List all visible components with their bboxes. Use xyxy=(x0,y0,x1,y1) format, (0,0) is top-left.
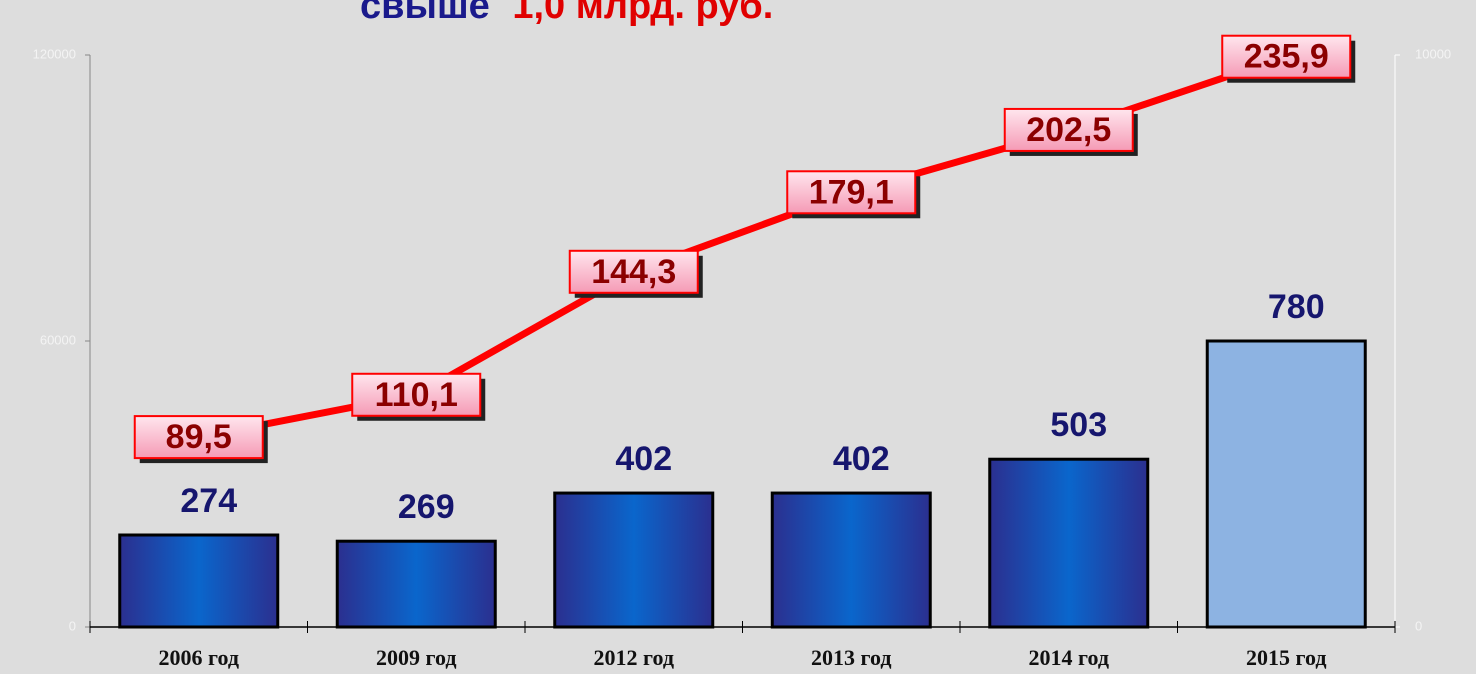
bar xyxy=(988,457,1150,629)
line-label: 89,5 xyxy=(166,418,232,456)
bar-label: 274 xyxy=(180,482,237,520)
label-box xyxy=(351,372,482,417)
line-label: 235,9 xyxy=(1244,38,1329,76)
chart-title: свыше 1,0 млрд. руб. xyxy=(360,0,773,27)
line-label: 144,3 xyxy=(591,253,676,291)
line-label: 110,1 xyxy=(375,376,458,414)
bar xyxy=(770,491,932,629)
bar xyxy=(335,539,497,629)
x-tick-label: 2014 год xyxy=(1029,645,1109,670)
x-tick-label: 2009 год xyxy=(376,645,456,670)
y-tick-label: 0 xyxy=(69,618,76,633)
bar xyxy=(553,491,715,629)
line-label: 179,1 xyxy=(809,173,894,211)
label-box xyxy=(786,170,917,215)
title-highlight: 1,0 млрд. руб. xyxy=(512,0,773,27)
label-box xyxy=(1003,107,1134,152)
line-label: 202,5 xyxy=(1026,111,1111,149)
bar-label: 402 xyxy=(615,440,672,478)
label-box xyxy=(133,415,264,460)
y-tick-label: 60000 xyxy=(40,332,76,347)
bar xyxy=(1205,339,1367,629)
bar-label: 780 xyxy=(1268,288,1325,326)
x-tick-label: 2006 год xyxy=(159,645,239,670)
bar-label: 269 xyxy=(398,488,455,526)
bar-label: 402 xyxy=(833,440,890,478)
y2-tick-label: 0 xyxy=(1415,618,1422,633)
y2-tick-label: 10000 xyxy=(1415,46,1451,61)
label-box xyxy=(1221,34,1352,79)
x-tick-label: 2013 год xyxy=(811,645,891,670)
x-tick-label: 2015 год xyxy=(1246,645,1326,670)
label-box xyxy=(568,249,699,294)
x-tick-label: 2012 год xyxy=(594,645,674,670)
bar-label: 503 xyxy=(1050,406,1107,444)
title-text: свыше xyxy=(360,0,490,27)
y-tick-label: 120000 xyxy=(33,46,76,61)
bar xyxy=(118,533,280,629)
